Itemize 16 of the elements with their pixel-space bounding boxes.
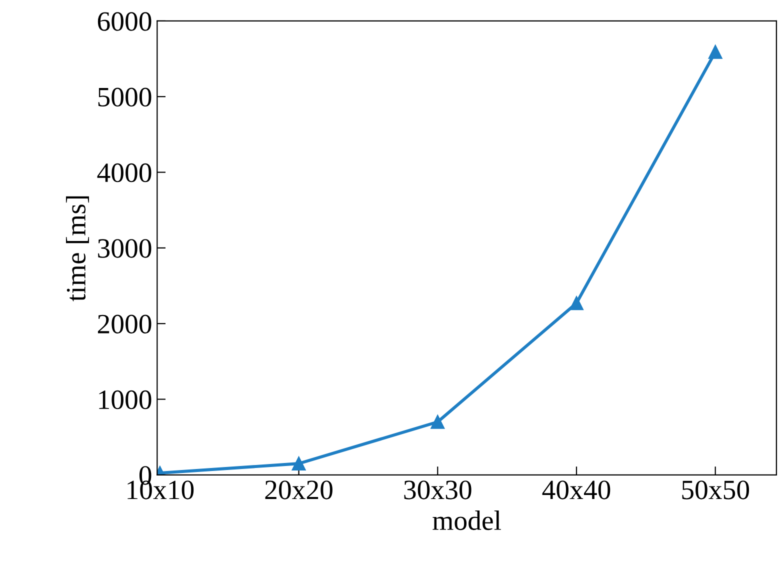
y-tick-label: 5000	[98, 88, 152, 107]
x-tick-label: 50x50	[682, 480, 750, 500]
y-axis-title: time [ms]	[66, 196, 89, 302]
y-tick-label: 1000	[99, 390, 152, 410]
y-tick-label: 3000	[98, 239, 152, 258]
point	[292, 456, 306, 471]
y-tick-label: 2000	[98, 314, 152, 334]
point	[570, 296, 584, 310]
point	[430, 415, 445, 429]
y-tick-label: 6000	[98, 12, 152, 31]
x-tick-label: 30x30	[404, 480, 472, 500]
x-axis-title: model	[432, 510, 501, 530]
point	[708, 45, 722, 59]
y-tick-label: 4000	[97, 163, 152, 182]
x-tick-label: 40x40	[542, 480, 610, 500]
x-tick-label: 20x20	[265, 480, 332, 500]
